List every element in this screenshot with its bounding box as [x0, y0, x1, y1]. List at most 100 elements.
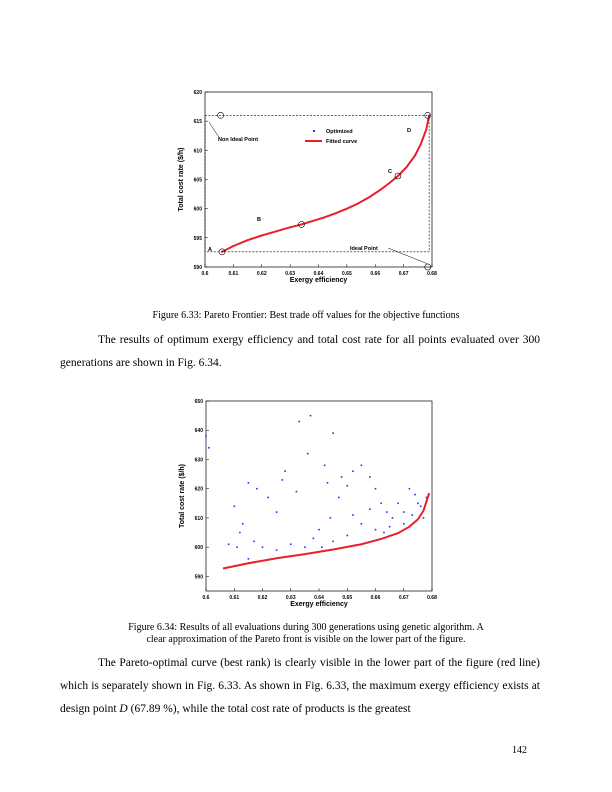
figure-6-33: 0.6 0.61 0.62 0.63 0.64 0.65 0.66 0.67 0.68 590 59… — [178, 90, 437, 284]
x-tick-label: 0.66 — [371, 595, 381, 601]
point — [309, 414, 312, 417]
point — [352, 470, 354, 472]
point — [422, 517, 425, 519]
y-tick-label: 620 — [195, 487, 204, 493]
point — [402, 511, 405, 513]
point — [332, 432, 334, 434]
y-tick-label: 590 — [195, 574, 204, 580]
point — [256, 487, 258, 490]
point — [233, 505, 236, 508]
point — [295, 490, 298, 493]
x-tick-label: 0.64 — [314, 595, 324, 601]
point — [261, 546, 264, 548]
x-tick-label: 0.61 — [229, 595, 239, 601]
x-tick-label: 0.63 — [285, 271, 295, 277]
page-number: 142 — [512, 745, 527, 756]
point — [289, 543, 292, 546]
x-tick-label: 0.6 — [202, 271, 209, 277]
y-tick-label: 615 — [194, 119, 203, 125]
paragraph: The results of optimum exergy efficiency… — [60, 334, 540, 369]
x-tick-label: 0.68 — [427, 595, 437, 601]
annotation: Non Ideal Point — [218, 137, 258, 143]
point — [332, 540, 334, 543]
legend-label: Optimized — [326, 129, 353, 135]
point — [419, 505, 422, 508]
legend-swatch — [313, 130, 315, 132]
y-tick-label: 600 — [195, 545, 204, 551]
point — [383, 531, 385, 534]
fitted-line — [222, 492, 431, 570]
x-tick-label: 0.68 — [427, 271, 437, 277]
point — [275, 511, 278, 513]
point — [284, 470, 286, 472]
point — [281, 479, 284, 481]
paragraph: The Pareto-optimal curve (best rank) is … — [60, 652, 540, 721]
marker-circle — [424, 112, 432, 119]
point — [340, 476, 343, 478]
point — [247, 558, 250, 560]
point — [267, 496, 269, 499]
x-tick-label: 0.62 — [257, 271, 267, 277]
plot-frame — [205, 400, 433, 592]
point — [380, 502, 382, 505]
point — [227, 543, 230, 546]
legend-label: Fitted curve — [326, 139, 357, 145]
y-tick-label: 650 — [195, 399, 204, 405]
annotation: D — [407, 128, 411, 134]
point — [329, 517, 332, 519]
figure-6-34: 0.6 0.61 0.62 0.63 0.64 0.65 0.66 0.67 0.68 590 60… — [179, 399, 437, 608]
point — [323, 464, 326, 467]
x-tick-label: 0.61 — [229, 271, 239, 277]
x-axis-label: Exergy efficiency — [290, 277, 348, 284]
y-tick-label: 600 — [194, 207, 203, 213]
annotation: C — [388, 169, 392, 175]
y-tick-label: 605 — [194, 178, 203, 184]
point — [304, 546, 306, 548]
point — [239, 531, 241, 534]
y-tick-label: 610 — [195, 516, 204, 522]
point — [275, 549, 278, 551]
point — [318, 528, 320, 531]
point — [337, 496, 340, 499]
y-tick-label: 630 — [195, 457, 204, 463]
marker-circle — [394, 172, 402, 180]
point — [391, 517, 394, 519]
x-tick-label: 0.64 — [314, 271, 324, 277]
point — [241, 522, 244, 525]
point — [369, 508, 371, 510]
x-tick-label: 0.63 — [286, 595, 296, 601]
point — [388, 525, 391, 528]
point — [374, 487, 377, 490]
point — [411, 514, 414, 516]
point — [312, 537, 315, 540]
annotation-arrow — [387, 247, 429, 265]
point — [247, 482, 250, 484]
point — [298, 420, 301, 423]
y-tick-label: 620 — [194, 90, 203, 96]
y-tick-label: 640 — [195, 428, 204, 434]
y-axis-label: Total cost rate ($/h) — [179, 464, 186, 528]
x-tick-label: 0.67 — [399, 271, 409, 277]
point — [306, 452, 309, 455]
text: (67.89 %), while the total cost rate of … — [127, 703, 411, 715]
point — [346, 484, 349, 487]
y-tick-label: 590 — [194, 265, 203, 271]
y-tick-label: 610 — [194, 148, 203, 154]
text: The Pareto-optimal curve (best rank) is … — [60, 657, 540, 715]
annotation: Ideal Point — [350, 246, 378, 252]
point — [236, 546, 238, 548]
y-tick-label: 595 — [194, 236, 203, 242]
point — [386, 511, 388, 513]
point — [352, 514, 354, 516]
caption: Figure 6.33: Pareto Frontier: Best trade… — [152, 310, 460, 321]
marker-circle — [217, 112, 224, 119]
x-tick-label: 0.62 — [258, 595, 268, 601]
point — [408, 487, 411, 490]
point — [417, 502, 419, 505]
point — [374, 528, 377, 531]
point — [414, 493, 416, 496]
point — [205, 435, 207, 437]
caption: Figure 6.34: Results of all evaluations … — [128, 622, 484, 645]
point — [326, 482, 329, 484]
